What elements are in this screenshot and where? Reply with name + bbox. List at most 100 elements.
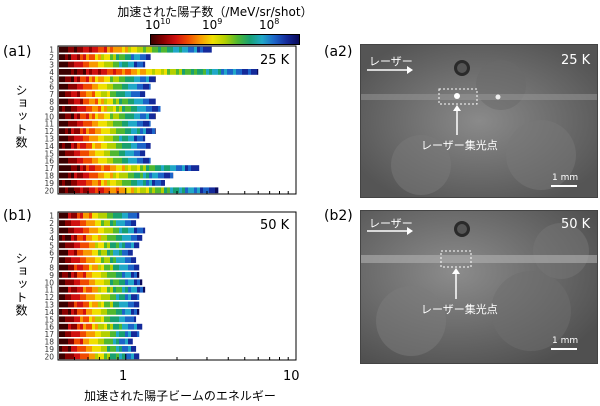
b1-cell: [107, 249, 110, 256]
b1-cell: [122, 338, 125, 345]
a1-cell: [71, 83, 74, 90]
a1-cell: [191, 46, 194, 53]
b1-cell: [92, 316, 95, 323]
a1-cell: [68, 157, 71, 164]
b1-cell: [125, 272, 128, 278]
a1-cell: [80, 106, 83, 112]
a1-cell: [122, 113, 125, 120]
b1-cell: [104, 331, 107, 337]
b1-cell: [119, 353, 122, 360]
b1-cell: [128, 242, 131, 249]
b1-cell: [86, 279, 89, 286]
a1-cell: [149, 187, 152, 194]
a1-row-18: [59, 172, 174, 179]
b1-cell: [92, 242, 95, 249]
b1-cell: [119, 279, 122, 286]
a1-cell: [116, 165, 119, 171]
b1-cell: [125, 353, 128, 360]
a1-cell: [98, 106, 101, 112]
a1-cell: [86, 54, 89, 60]
b1-cell: [83, 346, 86, 352]
temperature-label-b1: 50 K: [260, 218, 290, 233]
a1-cell: [149, 113, 152, 120]
a1-cell: [161, 46, 164, 53]
b1-cell: [62, 272, 65, 278]
a1-cell: [122, 54, 125, 60]
a1-cell: [122, 91, 125, 97]
a1-cell: [122, 157, 125, 164]
image-b2: レーザー 50 K レーザー集光点 1 mm: [360, 210, 598, 364]
b1-cell: [59, 353, 62, 360]
a1-cell: [188, 187, 191, 194]
b1-cell: [80, 212, 83, 219]
b1-cell: [62, 309, 65, 315]
a1-cell: [95, 180, 98, 186]
b1-cell: [65, 220, 68, 226]
b1-cell: [68, 316, 71, 323]
b1-shot-tick-17: 17: [44, 330, 54, 339]
b1-cell: [71, 220, 74, 226]
a1-cell: [134, 165, 137, 171]
a1-cell: [251, 69, 254, 75]
a1-cell: [92, 69, 95, 75]
a1-cell: [80, 187, 83, 194]
b1-cell: [104, 338, 107, 345]
b1-cell: [62, 242, 65, 249]
b1-cell: [95, 316, 98, 323]
b1-cell: [104, 264, 107, 271]
a1-cell: [62, 54, 65, 60]
b1-cell: [134, 279, 137, 286]
b1-cell: [92, 257, 95, 263]
b1-cell: [128, 309, 131, 315]
b1-cell: [110, 316, 113, 323]
a1-cell: [68, 143, 71, 149]
a1-cell: [86, 165, 89, 171]
a1-cell: [116, 76, 119, 83]
a1-cell: [125, 150, 128, 157]
a1-cell: [113, 61, 116, 68]
b1-cell: [107, 323, 110, 330]
a1-cell: [140, 150, 143, 157]
b1-cell: [125, 249, 128, 256]
a1-cell: [119, 54, 122, 60]
a1-cell: [131, 135, 134, 142]
a1-cell: [89, 113, 92, 120]
a1-cell: [101, 165, 104, 171]
b1-cell: [101, 301, 104, 308]
a1-cell: [119, 135, 122, 142]
b1-cell: [68, 353, 71, 360]
a1-cell: [146, 76, 149, 83]
b1-cell: [104, 294, 107, 300]
a1-cell: [104, 172, 107, 179]
a1-cell: [164, 187, 167, 194]
a1-cell: [92, 91, 95, 97]
b1-row-1: [59, 212, 140, 219]
b1-cell: [128, 257, 131, 263]
a1-cell: [122, 61, 125, 68]
a1-cell: [128, 76, 131, 83]
b1-cell: [110, 242, 113, 249]
b1-cell: [95, 279, 98, 286]
a1-cell: [221, 69, 224, 75]
a1-cell: [137, 61, 140, 68]
a1-cell: [134, 113, 137, 120]
a1-cell: [140, 143, 143, 149]
b1-cell: [116, 309, 119, 315]
a1-cell: [74, 135, 77, 142]
a1-cell: [65, 180, 68, 186]
b1-cell: [107, 353, 110, 360]
a1-cell: [83, 69, 86, 75]
b1-cell: [128, 227, 131, 234]
b1-cell: [95, 235, 98, 241]
a1-shot-tick-14: 14: [44, 142, 54, 151]
b1-cell: [71, 331, 74, 337]
b1-cell: [71, 323, 74, 330]
a1-cell: [62, 187, 65, 194]
a1-cell: [110, 180, 113, 186]
a1-cell: [128, 120, 131, 127]
b1-cell: [101, 264, 104, 271]
a1-cell: [86, 69, 89, 75]
a1-cell: [80, 128, 83, 134]
b1-cell: [71, 242, 74, 249]
a1-cell: [83, 113, 86, 120]
